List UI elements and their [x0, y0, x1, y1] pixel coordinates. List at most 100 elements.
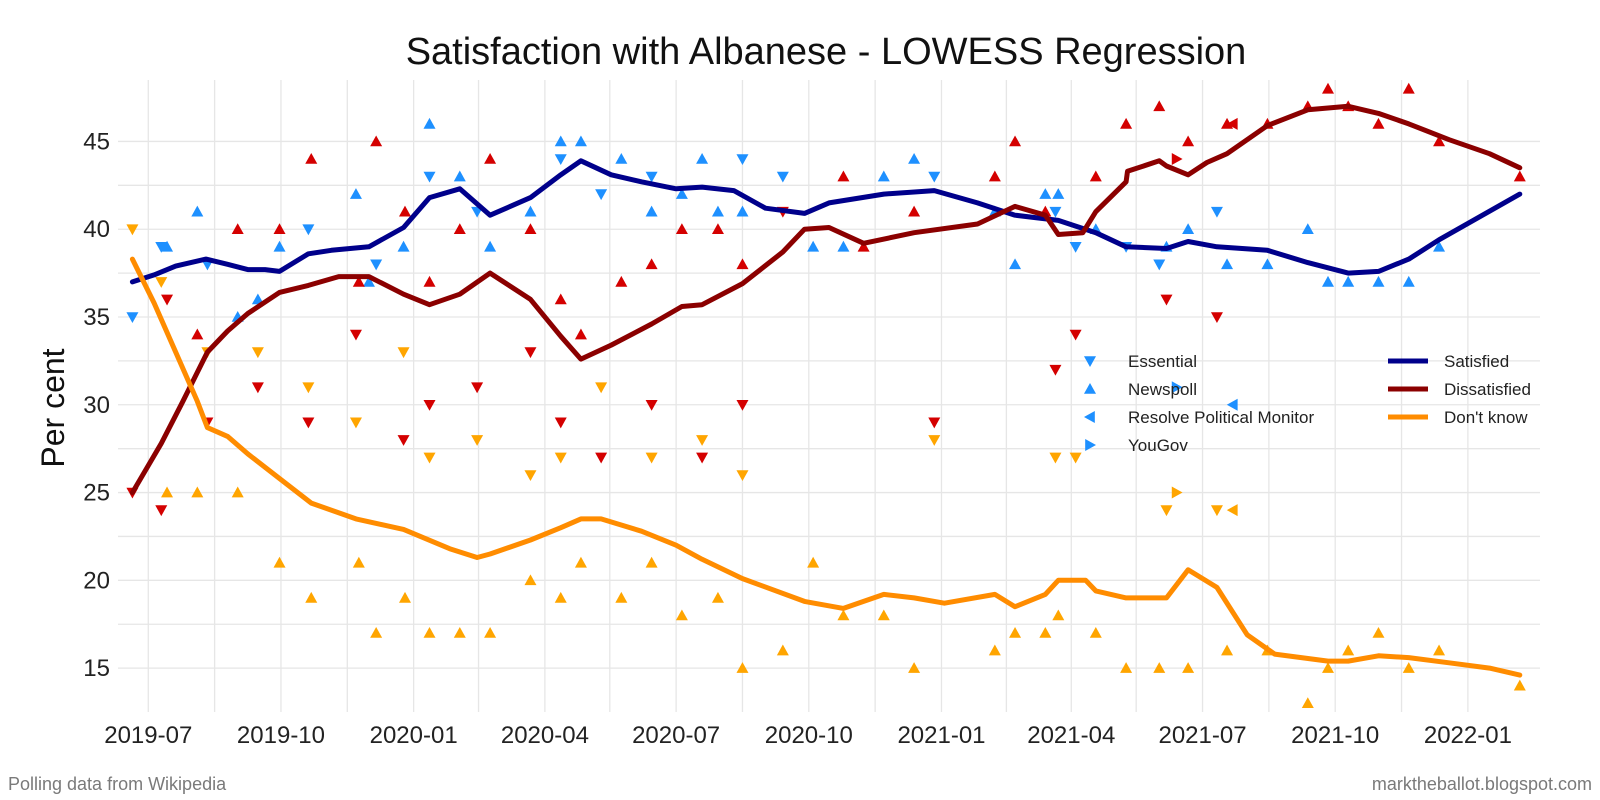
data-point [524, 347, 537, 359]
data-point [273, 240, 286, 252]
legend-pollsters: Essential Newspoll Resolve Political Monit… [1084, 352, 1314, 455]
data-point [398, 205, 411, 217]
data-point [615, 275, 628, 287]
data-point [877, 609, 890, 621]
data-point [711, 591, 724, 603]
y-axis-ticks: 15 20 25 30 35 40 45 [83, 128, 110, 682]
data-point [1160, 505, 1173, 517]
grid [118, 80, 1540, 712]
data-point [1171, 486, 1183, 499]
y-axis-label: Per cent [35, 348, 71, 467]
data-point [1182, 662, 1195, 673]
data-point [352, 275, 365, 287]
data-point [645, 399, 658, 411]
data-point [1226, 117, 1238, 130]
data-point [524, 223, 537, 235]
data-point [471, 435, 484, 446]
data-point [155, 277, 168, 288]
data-point [191, 486, 204, 498]
data-point [1210, 505, 1223, 517]
data-point [1402, 275, 1415, 287]
data-point [1009, 627, 1022, 638]
data-point [837, 609, 850, 621]
legend-label: Satisfied [1444, 352, 1509, 371]
data-point [1009, 135, 1022, 147]
data-point [711, 223, 724, 235]
legend-label: Don't know [1444, 408, 1528, 427]
data-point [161, 240, 174, 252]
y-tick-label: 45 [83, 128, 110, 155]
data-point [1513, 679, 1526, 691]
data-point [675, 609, 688, 621]
data-point [908, 205, 921, 217]
data-point [1182, 135, 1195, 147]
data-point [837, 170, 850, 182]
x-tick-label: 2021-10 [1291, 722, 1379, 749]
data-point [1089, 170, 1102, 182]
data-point [1433, 240, 1446, 252]
data-point [675, 223, 688, 235]
data-point [1402, 662, 1415, 673]
y-tick-label: 15 [83, 655, 110, 682]
data-point [574, 328, 587, 340]
data-point [231, 223, 244, 235]
data-point [1120, 662, 1133, 673]
data-point [928, 417, 941, 429]
data-point [1372, 117, 1385, 129]
data-point [807, 556, 820, 568]
data-point [453, 627, 466, 638]
data-point [1069, 241, 1082, 253]
trend-line [129, 158, 1523, 285]
data-point [453, 170, 466, 182]
data-point [908, 662, 921, 673]
data-point [1120, 117, 1133, 129]
data-point [1342, 275, 1355, 287]
data-point [1221, 644, 1234, 656]
data-point [1402, 82, 1415, 94]
data-point [645, 258, 658, 270]
y-tick-label: 35 [83, 304, 110, 331]
data-point [807, 240, 820, 252]
data-point [302, 224, 315, 236]
legend-marker [1085, 439, 1096, 451]
data-point [736, 662, 749, 673]
data-point [423, 171, 436, 183]
legend-label: YouGov [1128, 436, 1188, 455]
y-tick-label: 30 [83, 392, 110, 419]
data-point [1039, 188, 1052, 199]
trend-line [129, 256, 1523, 678]
x-tick-label: 2021-07 [1158, 722, 1246, 749]
x-tick-label: 2022-01 [1424, 722, 1512, 749]
legend-label: Newspoll [1128, 380, 1197, 399]
data-point [273, 223, 286, 235]
data-point [554, 417, 567, 429]
y-tick-label: 40 [83, 216, 110, 243]
data-point [928, 171, 941, 183]
data-point [1226, 398, 1238, 411]
data-point [302, 382, 315, 394]
data-point [251, 293, 264, 305]
data-point [397, 435, 410, 446]
data-point [370, 627, 383, 638]
data-point [1433, 644, 1446, 656]
data-point [1052, 609, 1065, 621]
x-tick-label: 2020-04 [501, 722, 589, 749]
data-point [595, 382, 608, 394]
data-point [1372, 627, 1385, 638]
y-tick-label: 25 [83, 480, 110, 507]
chart-title: Satisfaction with Albanese - LOWESS Regr… [406, 31, 1247, 73]
trend-lines [129, 103, 1523, 678]
data-point [1153, 100, 1166, 112]
data-point [362, 275, 375, 287]
legend-marker [1084, 356, 1096, 367]
x-axis-ticks: 2019-07 2019-10 2020-01 2020-04 2020-07 2020-… [104, 722, 1512, 749]
data-point [352, 556, 365, 568]
data-point [857, 240, 870, 252]
data-point [988, 644, 1001, 656]
legend-label: Dissatisfied [1444, 380, 1531, 399]
legend-marker [1084, 383, 1096, 394]
data-point [423, 452, 436, 464]
data-point [696, 153, 709, 164]
data-point [398, 591, 411, 603]
